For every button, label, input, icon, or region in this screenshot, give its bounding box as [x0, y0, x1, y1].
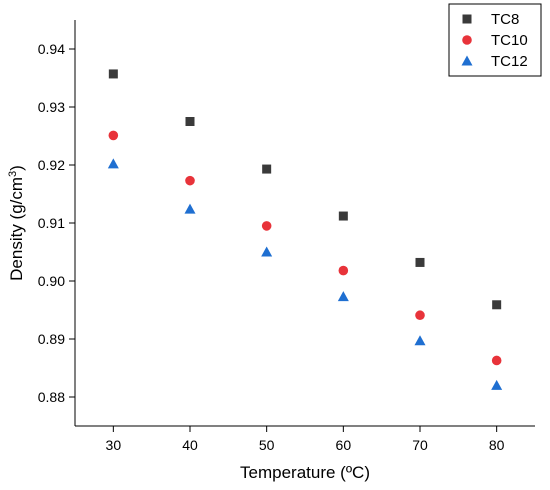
y-axis-title-close: ) [7, 165, 26, 171]
y-tick-label: 0.94 [38, 41, 65, 57]
point-tc12 [261, 246, 273, 257]
legend-marker-tc12 [461, 55, 473, 66]
point-tc8 [338, 211, 348, 221]
point-tc10 [108, 130, 119, 141]
x-tick-label: 40 [182, 437, 198, 453]
point-tc12 [414, 335, 426, 346]
point-tc12 [184, 203, 196, 214]
legend-label-tc8: TC8 [491, 11, 519, 28]
y-tick-label: 0.92 [38, 157, 65, 173]
point-tc10 [261, 221, 272, 231]
y-tick-label: 0.91 [38, 215, 65, 231]
legend-label-tc10: TC10 [491, 32, 528, 49]
legend-label-tc12: TC12 [491, 53, 528, 70]
x-axis-title: Temperature (ºC) [240, 463, 370, 482]
y-axis-title-superscript: 3 [7, 171, 19, 177]
plot-area: 30 40 50 60 70 80 0.88 0.89 0.90 0.91 0.92 0.93 0.9… [38, 20, 535, 453]
data-markers [107, 69, 503, 390]
point-tc8 [185, 117, 195, 126]
point-tc12 [491, 379, 503, 390]
point-tc8 [108, 69, 118, 79]
legend-marker-tc8 [462, 14, 472, 24]
point-tc12 [107, 158, 119, 169]
point-tc12 [337, 291, 349, 302]
x-tick-label: 50 [259, 437, 275, 453]
point-tc8 [262, 164, 272, 174]
point-tc10 [185, 175, 195, 186]
point-tc8 [415, 257, 425, 267]
y-axis-title-main: Density (g/cm [7, 177, 26, 281]
y-tick-label: 0.90 [38, 273, 65, 289]
point-tc10 [415, 310, 425, 321]
y-tick-label: 0.89 [38, 331, 65, 347]
legend: TC8 TC10 TC12 [448, 3, 542, 77]
y-tick-label: 0.88 [38, 389, 65, 405]
x-tick-label: 80 [489, 437, 505, 453]
y-axis-title: Density (g/cm3) [7, 165, 26, 281]
x-tick-label: 70 [412, 437, 428, 453]
y-axis-ticks: 0.88 0.89 0.90 0.91 0.92 0.93 0.94 [38, 41, 75, 405]
point-tc10 [338, 265, 349, 276]
x-tick-label: 60 [336, 437, 352, 453]
x-tick-label: 30 [106, 437, 122, 453]
point-tc8 [492, 300, 502, 310]
x-axis-ticks: 30 40 50 60 70 80 [106, 426, 505, 453]
legend-marker-tc10 [462, 35, 472, 45]
point-tc10 [491, 355, 502, 366]
y-tick-label: 0.93 [38, 99, 65, 115]
